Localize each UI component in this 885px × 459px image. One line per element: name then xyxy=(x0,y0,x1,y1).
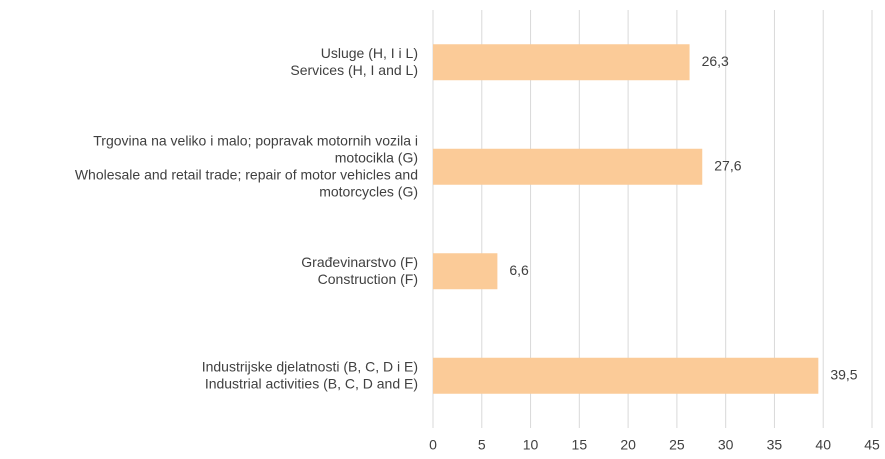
bar xyxy=(433,44,690,81)
data-label: 26,3 xyxy=(702,53,729,69)
category-label: Usluge (H, I i L) Services (H, I and L) xyxy=(290,44,418,77)
data-label: 39,5 xyxy=(830,366,857,382)
x-tick-label: 40 xyxy=(815,437,831,453)
category-label: Industrijske djelatnosti (B, C, D i E) In… xyxy=(202,358,418,391)
x-tick-label: 35 xyxy=(767,437,783,453)
bar xyxy=(433,357,819,394)
x-tick-label: 15 xyxy=(572,437,588,453)
x-tick-label: 25 xyxy=(669,437,685,453)
x-tick-label: 45 xyxy=(864,437,880,453)
bar xyxy=(433,253,498,290)
x-tick-label: 20 xyxy=(620,437,636,453)
category-label: Građevinarstvo (F) Construction (F) xyxy=(301,253,418,286)
data-label: 6,6 xyxy=(509,262,529,278)
data-label: 27,6 xyxy=(714,157,741,173)
x-tick-label: 10 xyxy=(523,437,539,453)
x-tick-label: 0 xyxy=(429,437,437,453)
x-tick-label: 5 xyxy=(478,437,486,453)
category-label: Trgovina na veliko i malo; popravak moto… xyxy=(75,132,418,199)
x-tick-label: 30 xyxy=(718,437,734,453)
bar xyxy=(433,148,703,185)
